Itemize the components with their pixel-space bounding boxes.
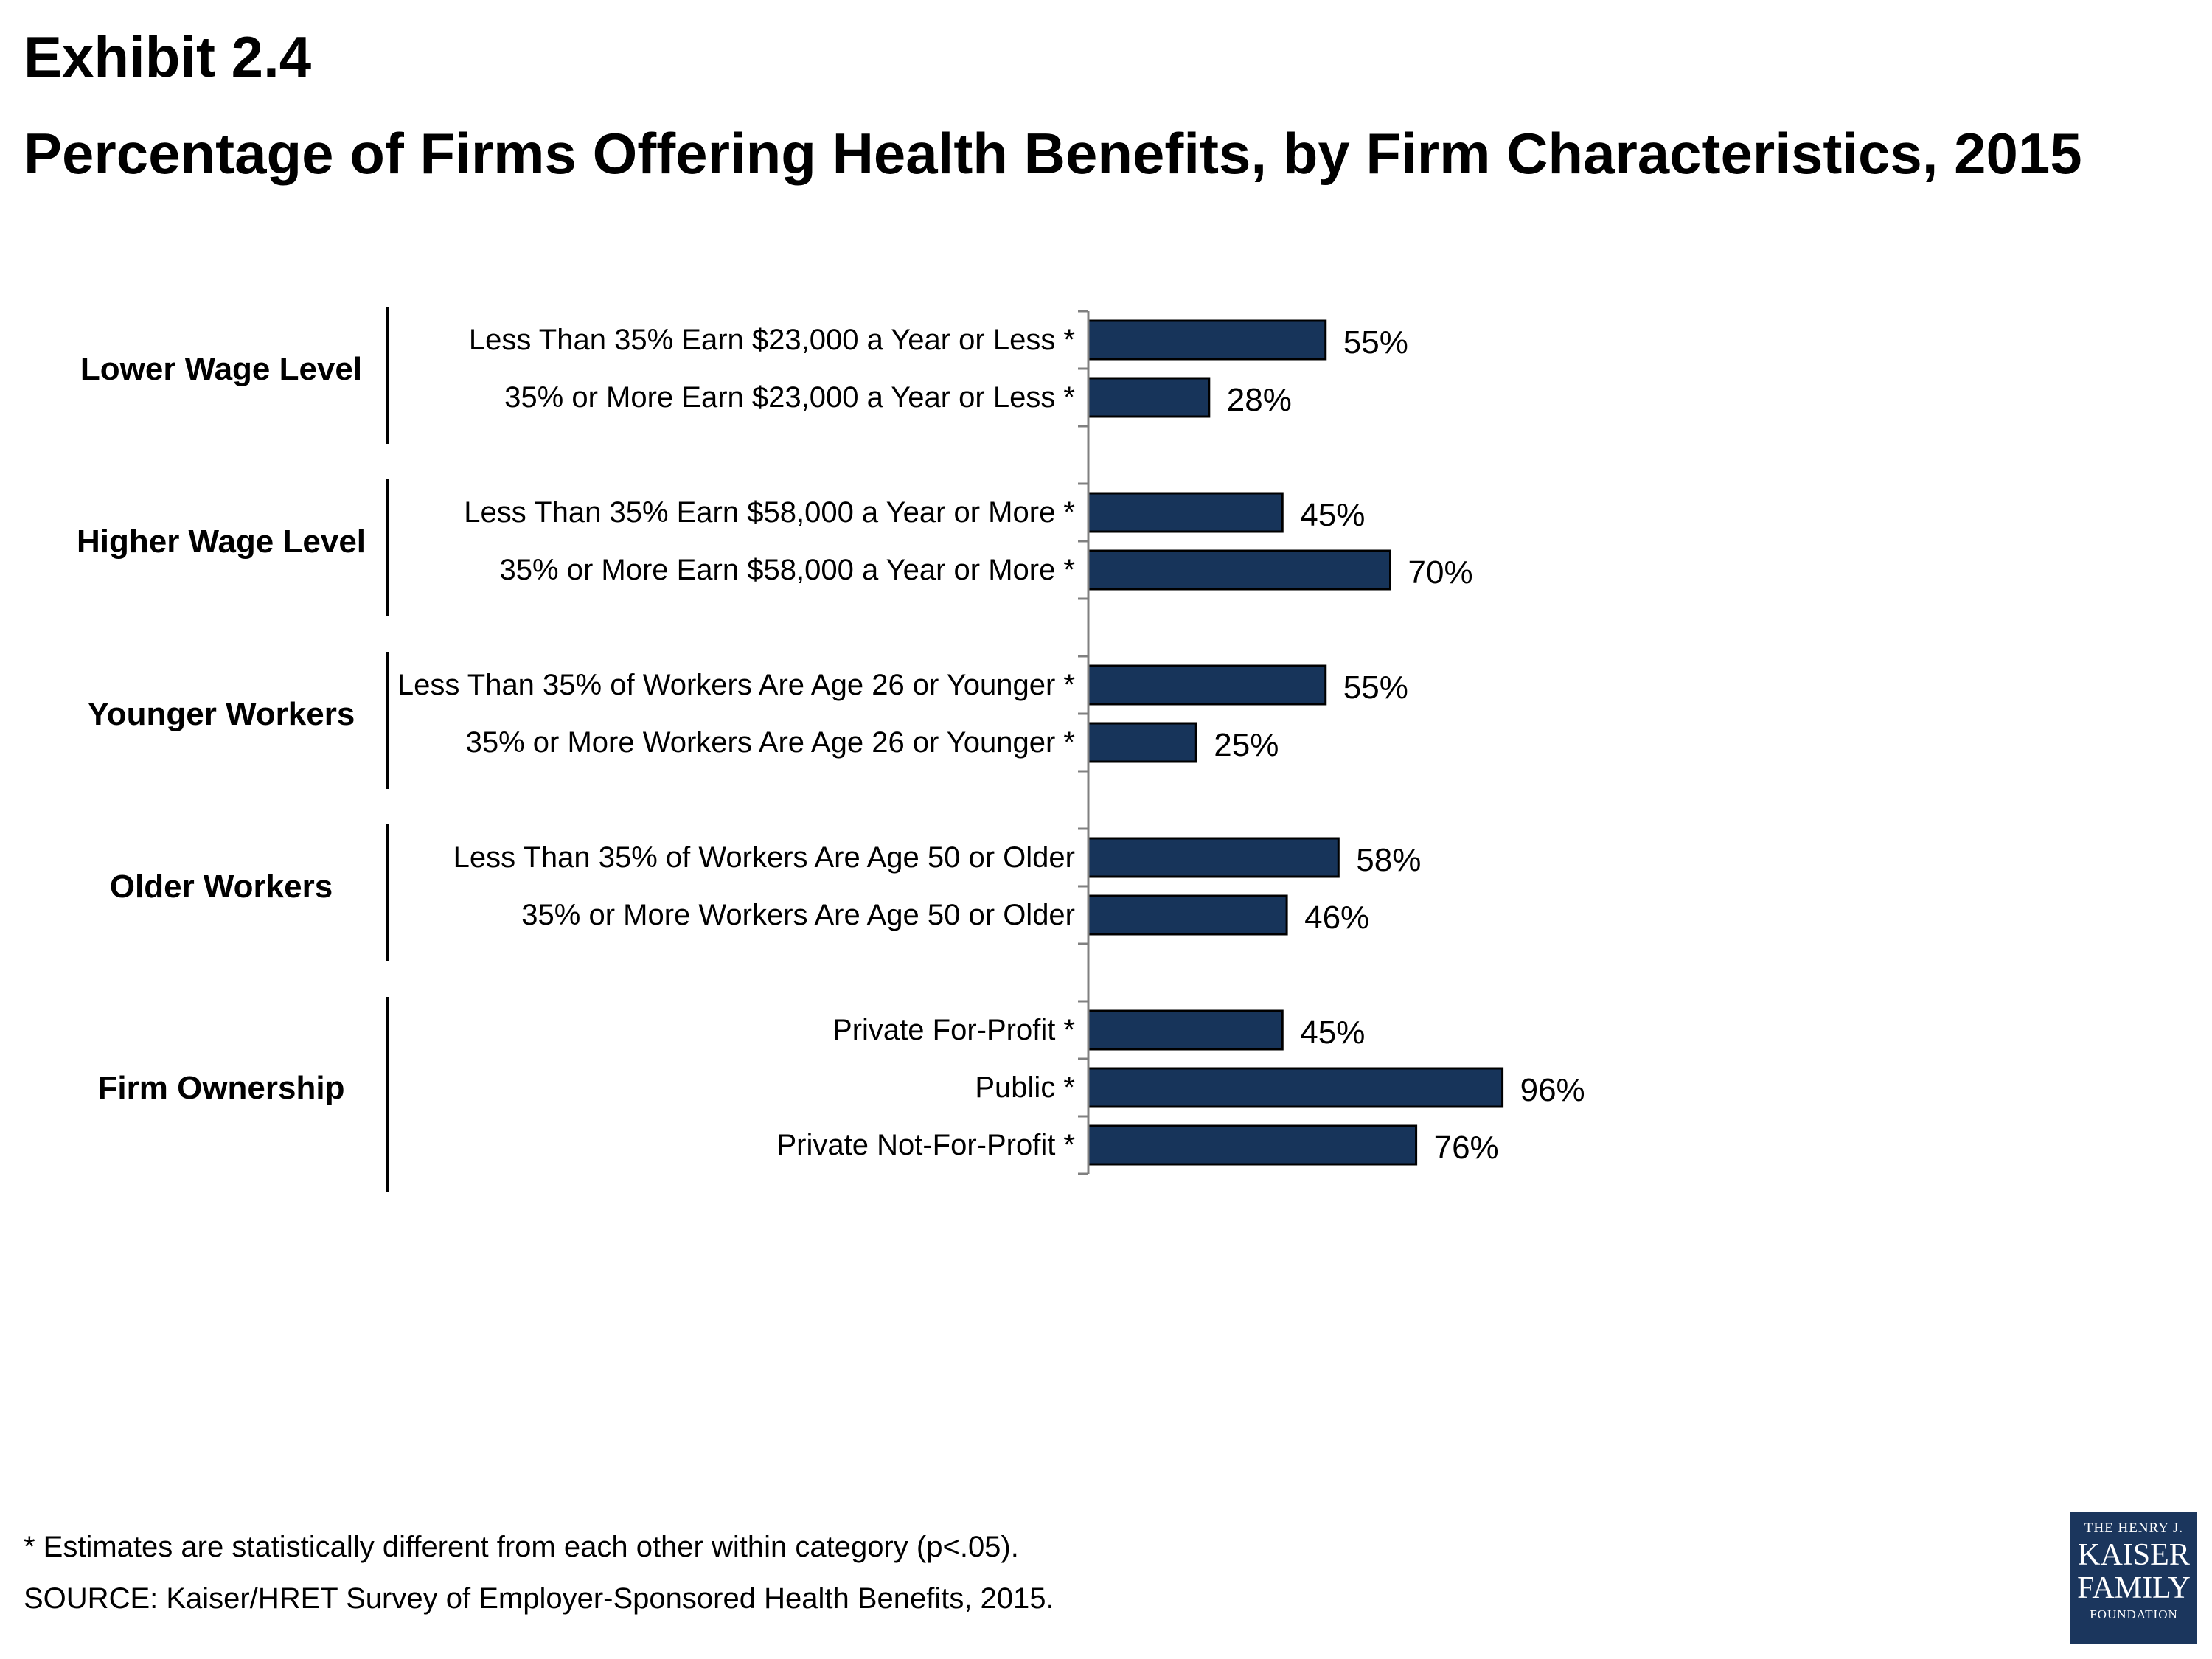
bar — [1087, 1009, 1284, 1051]
bar — [1087, 549, 1391, 591]
bar — [1087, 492, 1284, 533]
category-label: Less Than 35% of Workers Are Age 26 or Y… — [397, 669, 1075, 701]
category-label: Less Than 35% of Workers Are Age 50 or O… — [453, 841, 1075, 874]
group-label: Older Workers — [110, 869, 333, 905]
exhibit-number: Exhibit 2.4 — [24, 24, 312, 89]
category-label: Less Than 35% Earn $23,000 a Year or Les… — [469, 324, 1075, 356]
data-label: 45% — [1300, 497, 1365, 533]
data-label: 76% — [1434, 1130, 1499, 1166]
group-label: Younger Workers — [88, 696, 355, 732]
data-label: 28% — [1227, 382, 1292, 418]
category-label: Private Not-For-Profit * — [776, 1129, 1075, 1161]
category-label: 35% or More Workers Are Age 26 or Younge… — [466, 726, 1075, 759]
logo-line-1: THE HENRY J. — [2084, 1520, 2184, 1536]
bar — [1087, 722, 1197, 763]
category-label: Private For-Profit * — [832, 1014, 1075, 1046]
bar — [1087, 1124, 1418, 1166]
data-label: 58% — [1356, 842, 1421, 878]
category-label: Public * — [975, 1071, 1075, 1104]
bar — [1087, 837, 1340, 878]
bar — [1087, 1067, 1504, 1108]
data-label: 55% — [1343, 669, 1408, 706]
data-label: 25% — [1214, 727, 1279, 763]
data-label: 96% — [1520, 1072, 1585, 1108]
data-label: 55% — [1343, 324, 1408, 361]
category-label: 35% or More Earn $23,000 a Year or Less … — [504, 381, 1075, 414]
bar — [1087, 319, 1327, 361]
group-label: Higher Wage Level — [77, 524, 366, 560]
group-label: Lower Wage Level — [80, 351, 362, 387]
data-label: 70% — [1408, 554, 1473, 591]
logo-line-3: FAMILY — [2077, 1571, 2191, 1605]
source-note: SOURCE: Kaiser/HRET Survey of Employer-S… — [24, 1582, 1054, 1615]
logo-line-2: KAISER — [2078, 1538, 2190, 1572]
category-label: Less Than 35% Earn $58,000 a Year or Mor… — [464, 496, 1075, 529]
bar — [1087, 664, 1327, 706]
footnote: * Estimates are statistically different … — [24, 1531, 1019, 1563]
data-label: 46% — [1304, 900, 1369, 936]
category-label: 35% or More Workers Are Age 50 or Older — [521, 899, 1075, 931]
data-label: 45% — [1300, 1015, 1365, 1051]
group-label: Firm Ownership — [98, 1070, 345, 1106]
category-label: 35% or More Earn $58,000 a Year or More … — [500, 554, 1075, 586]
kff-logo: THE HENRY J. KAISER FAMILY FOUNDATION — [2070, 1512, 2197, 1644]
chart-title: Percentage of Firms Offering Health Bene… — [24, 121, 2082, 186]
bar-chart: Less Than 35% Earn $23,000 a Year or Les… — [77, 307, 1585, 1192]
logo-line-4: FOUNDATION — [2090, 1607, 2178, 1621]
bar — [1087, 894, 1288, 936]
bar — [1087, 377, 1211, 418]
